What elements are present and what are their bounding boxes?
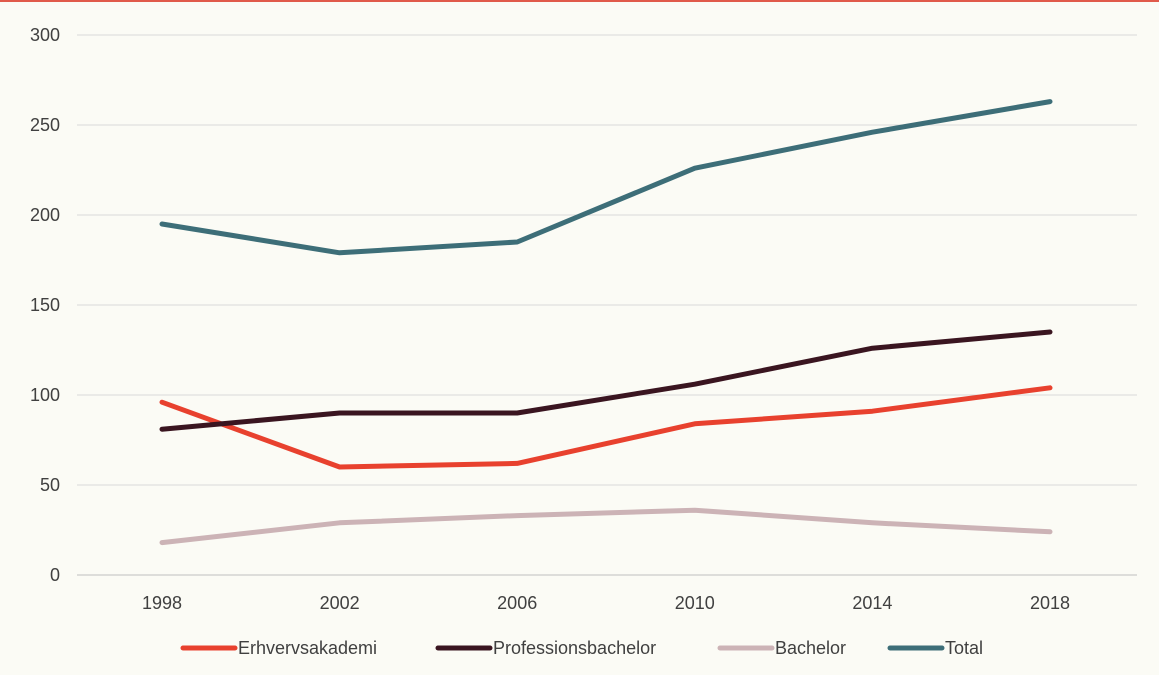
y-tick-label: 150 <box>30 295 60 315</box>
legend-label: Professionsbachelor <box>493 638 656 658</box>
series-line-erhvervsakademi <box>159 385 1053 470</box>
legend-label: Total <box>945 638 983 658</box>
y-tick-label: 0 <box>50 565 60 585</box>
series-line-bachelor <box>159 507 1053 546</box>
x-tick-label: 2002 <box>320 593 360 613</box>
x-tick-label: 2014 <box>852 593 892 613</box>
series-line-total <box>159 99 1053 256</box>
legend-label: Erhvervsakademi <box>238 638 377 658</box>
legend-label: Bachelor <box>775 638 846 658</box>
series-lines <box>159 99 1053 546</box>
top-rule <box>0 0 1159 2</box>
y-tick-label: 300 <box>30 25 60 45</box>
x-tick-label: 2010 <box>675 593 715 613</box>
legend: Erhvervsakademi Professionsbachelor Bachel… <box>180 638 983 658</box>
gridlines <box>77 34 1137 576</box>
y-tick-label: 200 <box>30 205 60 225</box>
y-tick-label: 250 <box>30 115 60 135</box>
x-tick-label: 2018 <box>1030 593 1070 613</box>
y-axis-tick-labels: 0 50 100 150 200 250 300 <box>30 25 60 585</box>
y-tick-label: 50 <box>40 475 60 495</box>
series-line-professionsbachelor <box>159 329 1053 432</box>
x-tick-label: 1998 <box>142 593 182 613</box>
x-axis-tick-labels: 1998 2002 2006 2010 2014 2018 <box>142 593 1070 613</box>
x-tick-label: 2006 <box>497 593 537 613</box>
y-tick-label: 100 <box>30 385 60 405</box>
